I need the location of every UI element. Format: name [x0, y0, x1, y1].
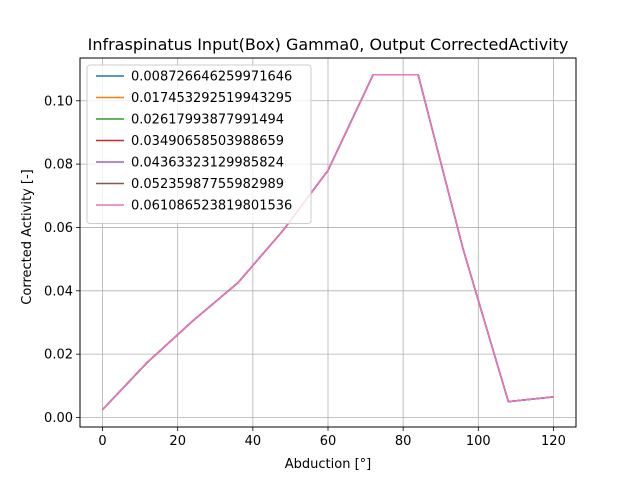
y-tick-label: 0.08: [44, 158, 73, 173]
x-tick-label: 20: [169, 434, 186, 449]
x-tick-label: 0: [98, 434, 106, 449]
legend-box: [86, 64, 312, 224]
chart-title: Infraspinatus Input(Box) Gamma0, Output …: [88, 35, 569, 54]
legend-label-5: 0.04363323129985824: [131, 156, 284, 171]
legend-label-7: 0.061086523819801536: [131, 199, 292, 214]
x-tick-label: 80: [395, 434, 412, 449]
series-layer: [102, 74, 554, 411]
legend: 0.008726646259971646 0.017453292519943295…: [86, 64, 312, 224]
series-line-7: [102, 74, 554, 411]
legend-label-1: 0.008726646259971646: [131, 70, 292, 85]
x-axis-label: Abduction [°]: [285, 457, 371, 472]
x-tick-label: 40: [245, 434, 262, 449]
y-tick-label: 0.10: [44, 94, 73, 109]
y-tick-label: 0.00: [44, 411, 73, 426]
x-tick-label: 60: [320, 434, 337, 449]
legend-label-4: 0.03490658503988659: [131, 134, 284, 149]
y-tick-label: 0.06: [44, 221, 73, 236]
x-tick-label: 120: [541, 434, 566, 449]
legend-label-2: 0.017453292519943295: [131, 91, 292, 106]
x-axis-ticks: 0 20 40 60 80 100 120: [98, 427, 566, 449]
x-tick-label: 100: [466, 434, 491, 449]
y-axis-ticks: 0.00 0.02 0.04 0.06 0.08 0.10: [44, 94, 80, 426]
y-tick-label: 0.04: [44, 284, 73, 299]
y-tick-label: 0.02: [44, 348, 73, 363]
legend-label-3: 0.02617993877991494: [131, 113, 284, 128]
legend-label-6: 0.05235987755982989: [131, 177, 284, 192]
y-axis-label: Corrected Activity [-]: [20, 169, 35, 304]
